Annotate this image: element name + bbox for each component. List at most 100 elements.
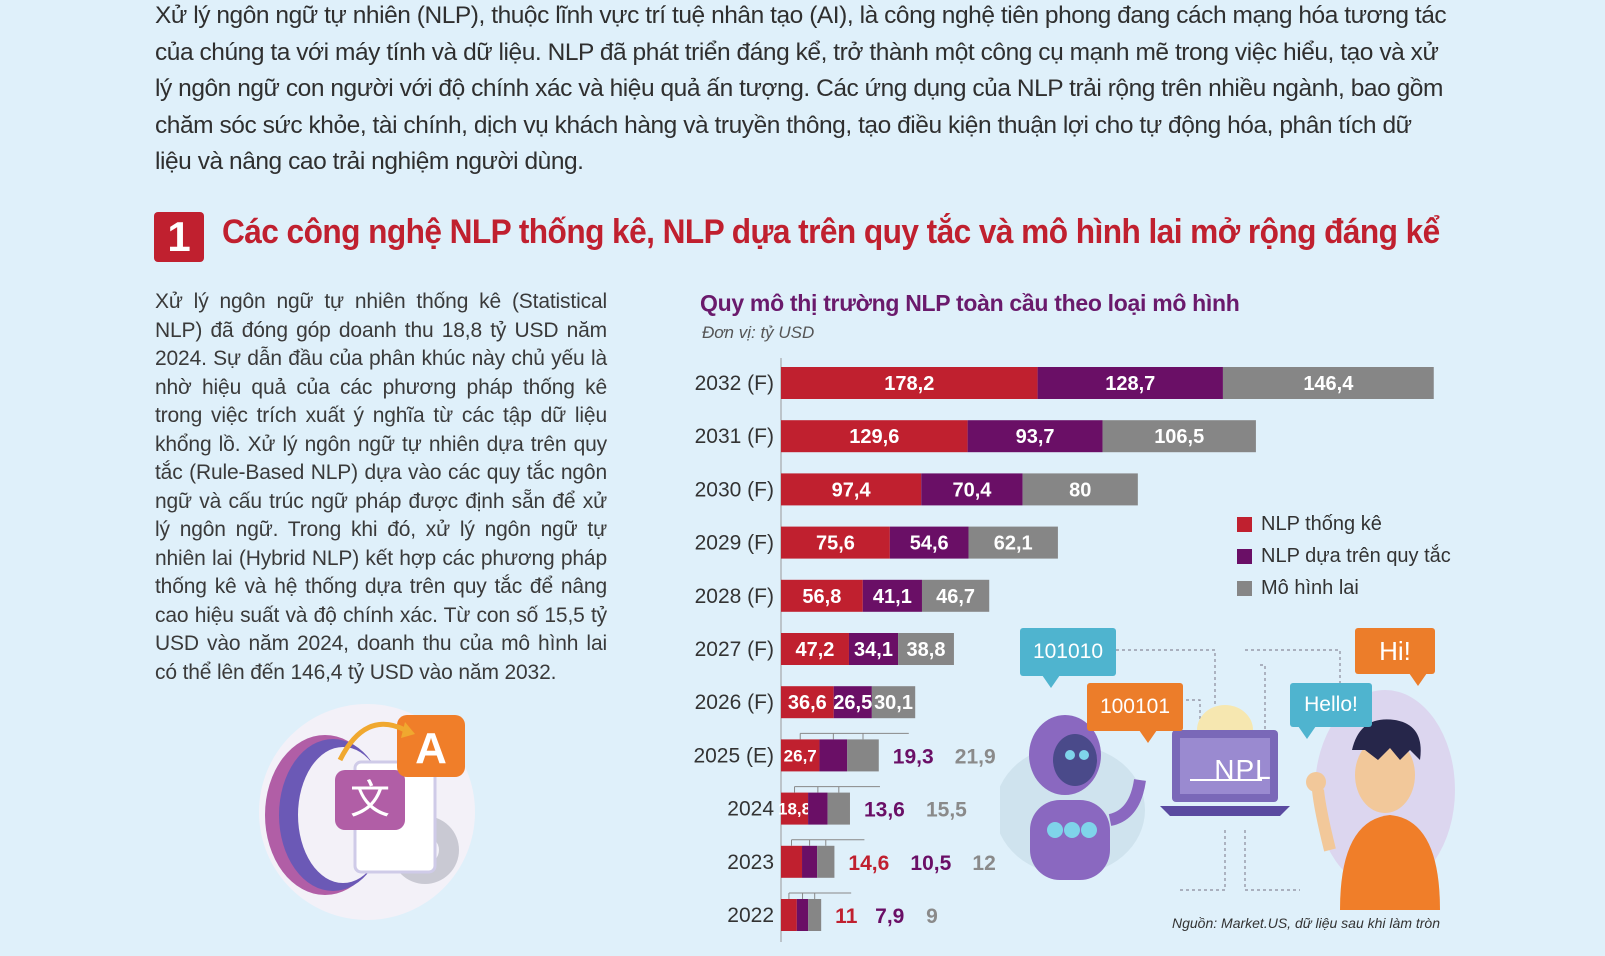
data-label: 41,1 xyxy=(873,586,912,608)
bar-segment xyxy=(796,899,809,931)
bar-segment xyxy=(808,899,822,931)
bar-segment xyxy=(968,526,1058,559)
person-icon xyxy=(1306,719,1440,910)
bar-segment xyxy=(898,633,954,665)
data-label: 13,6 xyxy=(864,799,905,822)
bar-segment xyxy=(781,367,1038,399)
data-label: 15,5 xyxy=(926,799,967,822)
bar-segment xyxy=(1022,473,1138,506)
section-title: Các công nghệ NLP thống kê, NLP dựa trên… xyxy=(222,213,1440,251)
data-label: 93,7 xyxy=(1016,426,1055,448)
bar-segment xyxy=(781,633,849,665)
data-label: 70,4 xyxy=(952,479,992,501)
category-label: 2028 (F) xyxy=(695,585,774,608)
data-label: 26,7 xyxy=(784,746,817,765)
data-label: 38,8 xyxy=(907,639,946,661)
data-label: 21,9 xyxy=(955,745,996,768)
bar-segment xyxy=(833,686,872,719)
data-label: 46,7 xyxy=(936,586,975,608)
laptop-icon xyxy=(1160,730,1290,816)
data-label: 12 xyxy=(972,852,995,875)
data-label: 14,6 xyxy=(848,852,889,875)
legend-swatch xyxy=(1237,548,1252,564)
data-label: 146,4 xyxy=(1303,373,1354,395)
hi-bubble: Hi! xyxy=(1355,628,1435,686)
section-number-badge: 1 xyxy=(154,212,204,262)
legend-swatch xyxy=(1237,580,1252,596)
hello-bubble: Hello! xyxy=(1290,683,1372,739)
data-label: 129,6 xyxy=(849,426,899,448)
data-label: 62,1 xyxy=(994,533,1033,555)
data-label: 11 xyxy=(835,905,858,928)
legend-item-statistical: NLP thống kê xyxy=(1237,508,1451,540)
data-label: 9 xyxy=(926,905,938,928)
laptop-label: NPL xyxy=(1214,754,1272,785)
data-label: 97,4 xyxy=(832,479,872,501)
bar-segment xyxy=(847,739,879,772)
chart-title: Quy mô thị trường NLP toàn cầu theo loại… xyxy=(700,290,1240,316)
bar-segment xyxy=(1102,420,1256,453)
data-label: 26,5 xyxy=(833,692,872,714)
bar-segment xyxy=(862,579,922,612)
data-label: 10,5 xyxy=(910,852,951,875)
data-label: 56,8 xyxy=(802,586,841,608)
bar-segment xyxy=(819,739,848,772)
bar-segment xyxy=(781,739,820,772)
data-label: 47,2 xyxy=(796,639,835,661)
category-label: 2023 xyxy=(727,851,774,874)
bar-segment xyxy=(802,845,818,878)
data-label: 34,1 xyxy=(854,639,893,661)
bar-segment xyxy=(781,473,922,506)
data-label: 7,9 xyxy=(875,905,904,928)
bar-segment xyxy=(921,473,1023,506)
svg-text:A: A xyxy=(415,724,447,773)
data-label: 128,7 xyxy=(1105,373,1155,395)
bar-segment xyxy=(1222,367,1434,399)
bar-segment xyxy=(808,792,828,825)
bar-segment xyxy=(781,579,863,612)
chart-source: Nguồn: Market.US, dữ liệu sau khi làm tr… xyxy=(1172,915,1440,931)
bar-segment xyxy=(889,526,969,559)
intro-paragraph: Xử lý ngôn ngữ tự nhiên (NLP), thuộc lĩn… xyxy=(155,2,1447,175)
legend-item-hybrid: Mô hình lai xyxy=(1237,572,1451,604)
data-label: 36,6 xyxy=(788,692,827,714)
bar-segment xyxy=(871,686,916,719)
category-label: 2024 xyxy=(727,798,774,821)
category-label: 2032 (F) xyxy=(695,372,774,395)
bar-segment xyxy=(827,792,850,825)
chart-unit: Đơn vị: tỷ USD xyxy=(702,323,815,342)
data-label: 19,3 xyxy=(893,745,934,768)
bar-segment xyxy=(848,633,899,665)
category-label: 2031 (F) xyxy=(695,425,774,448)
translate-illustration: 文 A xyxy=(259,704,475,920)
bar-segment xyxy=(781,899,797,931)
category-label: 2027 (F) xyxy=(695,638,774,661)
code-bubble-100101: 100101 xyxy=(1087,683,1183,743)
nlp-illustration xyxy=(1000,649,1455,910)
data-label: 75,6 xyxy=(816,533,855,555)
bar-segment xyxy=(781,526,890,559)
chart-legend: NLP thống kê NLP dựa trên quy tắc Mô hìn… xyxy=(1237,508,1451,604)
data-label: 54,6 xyxy=(910,533,949,555)
body-paragraph: Xử lý ngôn ngữ tự nhiên thống kê (Statis… xyxy=(155,290,607,684)
bar-segment xyxy=(781,792,809,825)
legend-item-rule-based: NLP dựa trên quy tắc xyxy=(1237,540,1451,572)
data-label: 18,8 xyxy=(778,800,811,819)
category-label: 2029 (F) xyxy=(695,532,774,555)
category-label: 2022 xyxy=(727,904,774,927)
svg-text:文: 文 xyxy=(350,777,390,823)
bar-segment xyxy=(781,420,968,453)
category-label: 2030 (F) xyxy=(695,478,774,501)
data-label: 30,1 xyxy=(874,692,913,714)
bar-segment xyxy=(781,686,834,719)
code-bubble-101010: 101010 xyxy=(1020,628,1116,688)
data-label: 178,2 xyxy=(884,373,934,395)
legend-swatch xyxy=(1237,516,1252,532)
data-label: 106,5 xyxy=(1154,426,1204,448)
bar-segment xyxy=(921,579,990,612)
bar-segment xyxy=(817,845,835,878)
category-label: 2026 (F) xyxy=(695,691,774,714)
bar-segment xyxy=(967,420,1103,453)
category-label: 2025 (E) xyxy=(693,744,774,767)
